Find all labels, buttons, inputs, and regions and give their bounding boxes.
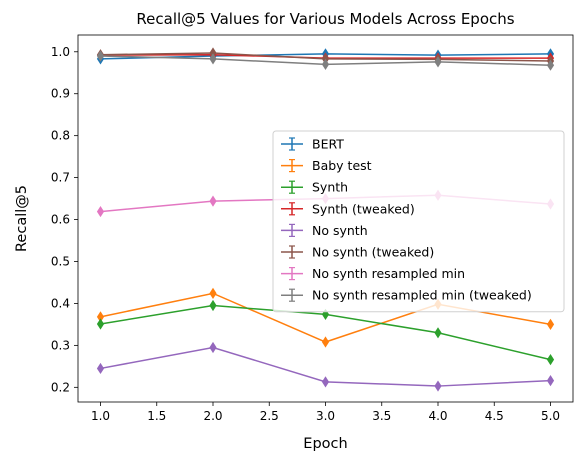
y-axis: 0.2 0.3 0.4 0.5 0.6 0.7 0.8 0.9 1.0 (51, 45, 78, 394)
data-point (321, 336, 330, 348)
data-point (209, 53, 217, 65)
x-tick-label: 4.0 (428, 409, 447, 423)
data-point (209, 341, 217, 354)
x-axis-title: Epoch (303, 436, 347, 452)
chart-title: Recall@5 Values for Various Models Acros… (136, 10, 514, 28)
legend-item: Synth (tweaked) (281, 201, 415, 216)
x-tick-label: 1.5 (147, 409, 166, 423)
y-tick-label: 0.2 (51, 380, 70, 394)
legend: BERT Baby test Synth Synth (tweaked) No synt… (272, 130, 565, 313)
legend-label: Baby test (312, 158, 372, 173)
legend-item: Baby test (281, 158, 372, 173)
legend-label: No synth (tweaked) (312, 245, 434, 260)
data-point (434, 327, 442, 339)
legend-item: BERT (281, 137, 344, 152)
data-point (209, 195, 217, 207)
y-tick-label: 1.0 (51, 45, 70, 59)
x-tick-label: 3.5 (372, 409, 391, 423)
x-tick-label: 4.5 (485, 409, 504, 423)
legend-label: Synth (tweaked) (312, 201, 415, 216)
data-point (434, 380, 442, 392)
x-tick-label: 2.5 (260, 409, 279, 423)
legend-label: No synth resampled min (312, 266, 465, 281)
y-tick-label: 0.8 (51, 129, 70, 143)
data-point (96, 311, 105, 323)
y-tick-label: 0.9 (51, 87, 70, 101)
legend-label: Synth (312, 180, 348, 195)
series-7 (96, 50, 555, 71)
data-point (434, 56, 442, 68)
data-point (209, 287, 217, 299)
legend-item: No synth resampled min (tweaked) (281, 288, 532, 303)
x-tick-label: 2.0 (203, 409, 222, 423)
data-point (96, 205, 105, 218)
data-point (321, 58, 330, 70)
data-point (546, 59, 555, 71)
legend-item: No synth resampled min (281, 266, 465, 281)
y-axis-title: Recall@5 (14, 185, 30, 252)
y-tick-label: 0.4 (51, 296, 70, 310)
data-point (96, 318, 105, 330)
legend-label: No synth resampled min (tweaked) (312, 288, 532, 303)
data-point (209, 47, 217, 59)
data-point (96, 50, 105, 62)
y-tick-label: 0.3 (51, 338, 70, 352)
legend-label: No synth (312, 223, 368, 238)
x-axis: 1.0 1.5 2.0 2.5 3.0 3.5 4.0 4.5 5.0 (91, 402, 560, 423)
data-point (96, 362, 105, 375)
y-tick-label: 0.5 (51, 254, 70, 268)
series-4 (96, 341, 555, 392)
data-point (546, 354, 555, 366)
data-point (546, 318, 555, 331)
legend-frame (272, 130, 565, 313)
y-tick-label: 0.6 (51, 213, 70, 227)
legend-label: BERT (312, 137, 344, 152)
data-point (321, 376, 330, 388)
y-tick-label: 0.7 (51, 171, 70, 185)
legend-item: No synth (281, 223, 368, 238)
data-point (209, 299, 217, 312)
x-tick-label: 5.0 (541, 409, 560, 423)
legend-item: No synth (tweaked) (281, 245, 434, 260)
data-point (546, 375, 555, 387)
x-tick-label: 3.0 (316, 409, 335, 423)
x-tick-label: 1.0 (91, 409, 110, 423)
legend-item: Synth (281, 180, 348, 195)
